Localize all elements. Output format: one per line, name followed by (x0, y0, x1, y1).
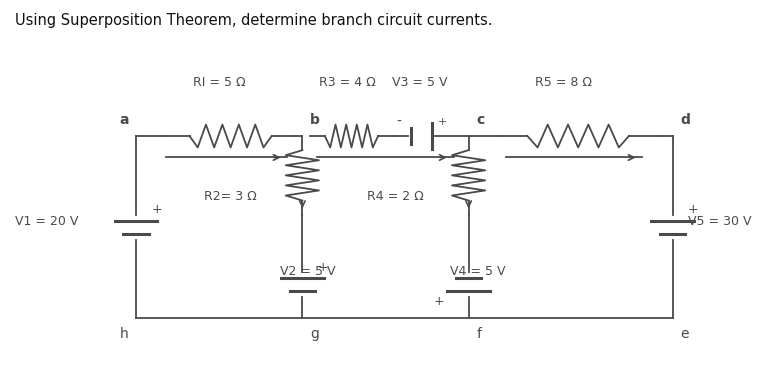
Text: b: b (310, 113, 320, 127)
Text: h: h (120, 327, 129, 341)
Text: V3 = 5 V: V3 = 5 V (392, 76, 447, 89)
Text: R3 = 4 Ω: R3 = 4 Ω (319, 76, 376, 89)
Text: V2 = 5 V: V2 = 5 V (280, 265, 335, 278)
Text: a: a (119, 113, 129, 127)
Text: +: + (151, 203, 162, 216)
Text: +: + (438, 117, 448, 127)
Text: V1 = 20 V: V1 = 20 V (15, 215, 79, 228)
Text: g: g (310, 327, 319, 341)
Text: V5 = 30 V: V5 = 30 V (688, 215, 751, 228)
Text: V4 = 5 V: V4 = 5 V (449, 265, 505, 278)
Text: d: d (680, 113, 690, 127)
Text: RI = 5 Ω: RI = 5 Ω (193, 76, 246, 89)
Text: R4 = 2 Ω: R4 = 2 Ω (366, 190, 423, 203)
Text: +: + (318, 261, 328, 274)
Text: -: - (396, 115, 402, 129)
Text: e: e (680, 327, 689, 341)
Text: c: c (476, 113, 484, 127)
Text: R2= 3 Ω: R2= 3 Ω (204, 190, 257, 203)
Text: Using Superposition Theorem, determine branch circuit currents.: Using Superposition Theorem, determine b… (15, 12, 493, 28)
Text: +: + (688, 203, 699, 216)
Text: f: f (476, 327, 481, 341)
Text: R5 = 8 Ω: R5 = 8 Ω (534, 76, 591, 89)
Text: +: + (434, 295, 444, 308)
